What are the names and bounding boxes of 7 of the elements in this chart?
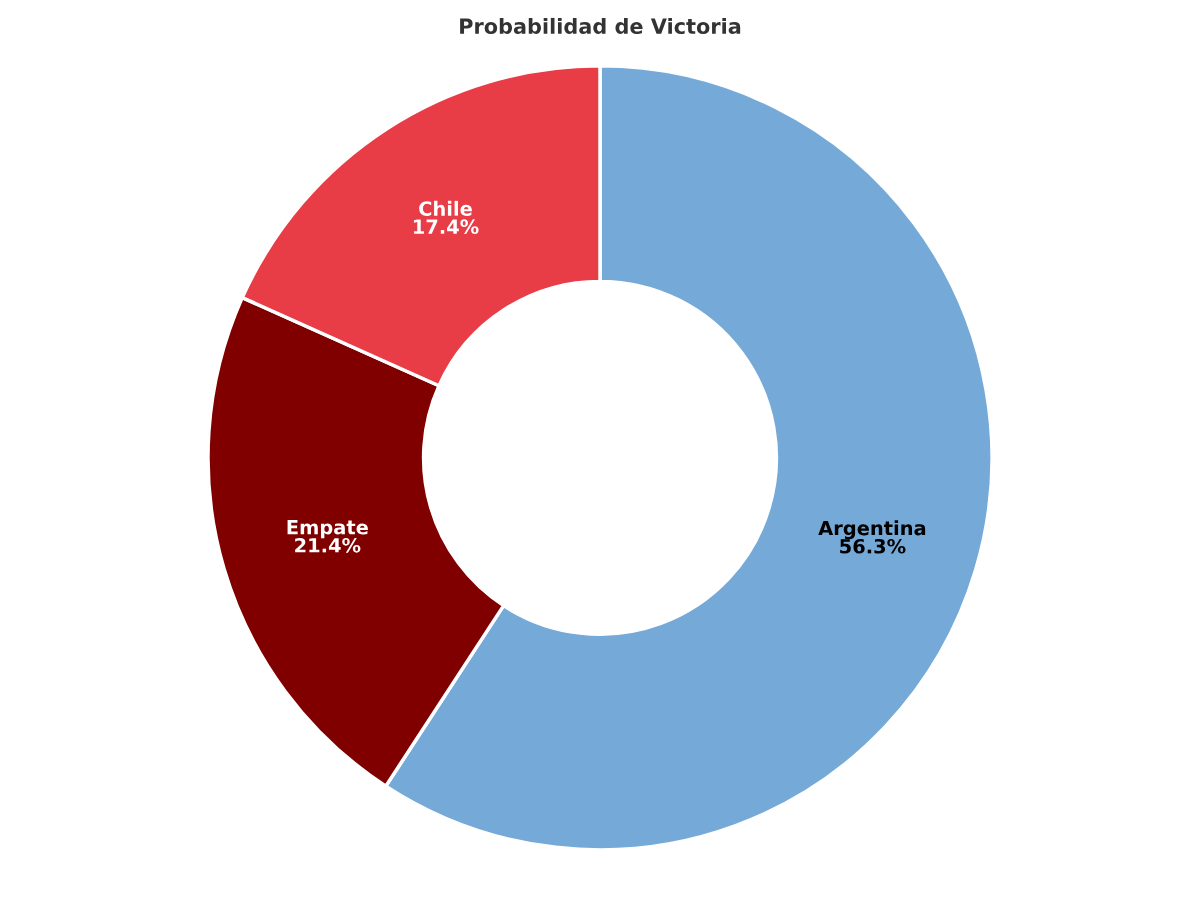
slice-label: Argentina (818, 520, 926, 540)
data-label: 56.3% (840, 538, 906, 554)
data-label: 17.4% (413, 219, 479, 234)
data-label: 21.4% (295, 537, 361, 553)
slice-label: Chile (419, 200, 472, 216)
chart-title: Probabilidad de Victoria (460, 17, 741, 35)
slice-label: Empate (287, 520, 368, 539)
